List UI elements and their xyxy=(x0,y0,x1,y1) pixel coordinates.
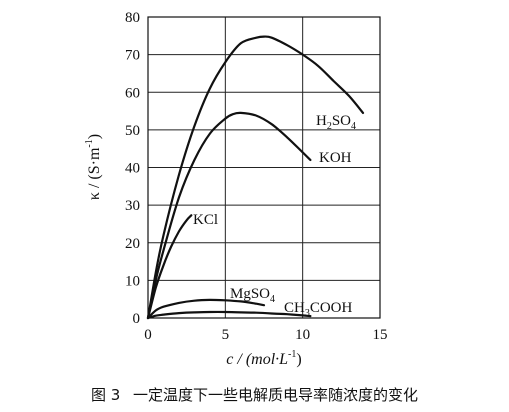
y-tick-label: 20 xyxy=(125,236,140,252)
x-axis-label: c / (mol·L-1) xyxy=(226,349,301,368)
y-tick-labels: 0 10 20 30 40 50 60 70 80 xyxy=(125,10,140,327)
x-tick-label: 15 xyxy=(373,327,388,343)
y-tick-label: 80 xyxy=(125,10,140,26)
series-label-ch3cooh: CH3COOH xyxy=(284,300,353,319)
y-tick-label: 40 xyxy=(125,161,140,177)
x-axis-label-main: c / (mol·L xyxy=(226,351,288,368)
figure-caption: 图 3 一定温度下一些电解质电导率随浓度的变化 xyxy=(0,384,509,405)
h2so4-label-so: SO xyxy=(332,113,351,129)
x-tick-label: 0 xyxy=(144,327,152,343)
h2so4-label-sub2: 4 xyxy=(351,121,356,132)
series-line-mgso4 xyxy=(146,298,266,320)
x-tick-label: 5 xyxy=(222,327,230,343)
y-axis-label: κ / (S·m-1) xyxy=(84,134,103,200)
x-axis-label-end: ) xyxy=(296,351,301,368)
series-label-koh: KOH xyxy=(319,150,352,166)
x-tick-labels: 0 5 10 15 xyxy=(144,327,387,343)
series-line-ch3cooh xyxy=(146,310,312,320)
series-curves xyxy=(146,35,365,320)
series-label-mgso4: MgSO4 xyxy=(230,286,275,305)
ch3cooh-label-a: CH xyxy=(284,300,305,316)
y-tick-label: 70 xyxy=(125,48,140,64)
h2so4-label-sub1: 2 xyxy=(327,121,332,132)
ch3cooh-label-sub: 3 xyxy=(305,308,310,319)
figure-number: 图 3 xyxy=(90,386,121,404)
x-axis-label-sup: -1 xyxy=(288,349,296,360)
grid-lines xyxy=(148,17,380,318)
y-tick-label: 60 xyxy=(125,85,140,101)
mgso4-label-main: MgSO xyxy=(230,286,270,302)
figure-caption-text: 一定温度下一些电解质电导率随浓度的变化 xyxy=(133,386,419,404)
y-tick-label: 10 xyxy=(125,273,140,289)
plot-frame xyxy=(147,16,381,319)
series-label-kcl: KCl xyxy=(193,212,218,228)
x-tick-label: 10 xyxy=(295,327,310,343)
y-tick-label: 50 xyxy=(125,123,140,139)
h2so4-label-h: H xyxy=(316,113,327,129)
ch3cooh-label-b: COOH xyxy=(310,300,353,316)
series-label-h2so4: H2SO4 xyxy=(316,113,356,132)
series-line-koh xyxy=(146,111,312,320)
y-axis-label-main: κ / (S·m xyxy=(86,147,103,200)
series-line-h2so4 xyxy=(146,35,365,320)
y-axis-label-sup: -1 xyxy=(84,139,95,147)
y-tick-label: 30 xyxy=(125,198,140,214)
y-tick-label: 0 xyxy=(133,311,141,327)
mgso4-label-sub: 4 xyxy=(270,294,275,305)
series-line-kcl xyxy=(146,214,193,320)
y-axis-label-end: ) xyxy=(86,134,103,139)
